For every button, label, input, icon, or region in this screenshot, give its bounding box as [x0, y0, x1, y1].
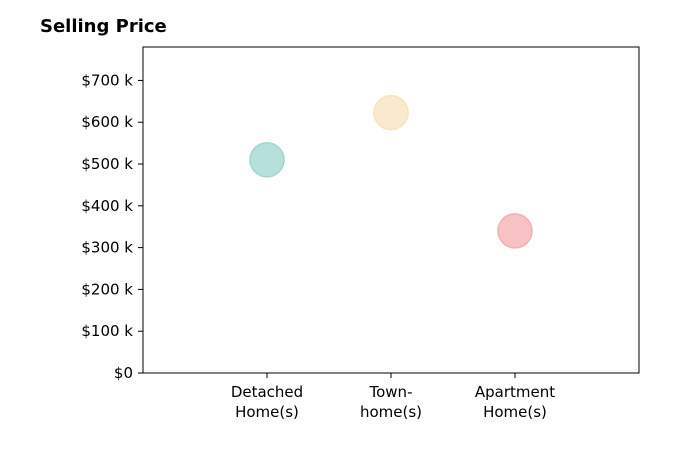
y-tick-label: $500 k — [81, 155, 133, 173]
y-tick-label: $700 k — [81, 71, 133, 89]
points-layer — [249, 94, 533, 249]
y-tick-label: $200 k — [81, 280, 133, 298]
y-tick-label: $400 k — [81, 197, 133, 215]
y-tick-label: $0 — [114, 364, 133, 382]
y-tick-label: $100 k — [81, 322, 133, 340]
x-tick-label: Apartment Home(s) — [475, 383, 555, 421]
x-tick-label: Detached Home(s) — [231, 383, 303, 421]
x-axis: Detached Home(s) Town-home(s) Apartment Home… — [231, 373, 555, 421]
y-tick-label: $300 k — [81, 239, 133, 257]
x-tick-label: Town-home(s) — [360, 383, 422, 421]
y-tick-label: $600 k — [81, 113, 133, 131]
y-axis: $0 $100 k $200 k $300 k $400 k $500 k $600 k $7… — [81, 71, 143, 382]
data-point — [249, 142, 285, 178]
data-point — [373, 94, 409, 131]
data-point — [497, 213, 533, 249]
chart-title: Selling Price — [40, 16, 167, 37]
